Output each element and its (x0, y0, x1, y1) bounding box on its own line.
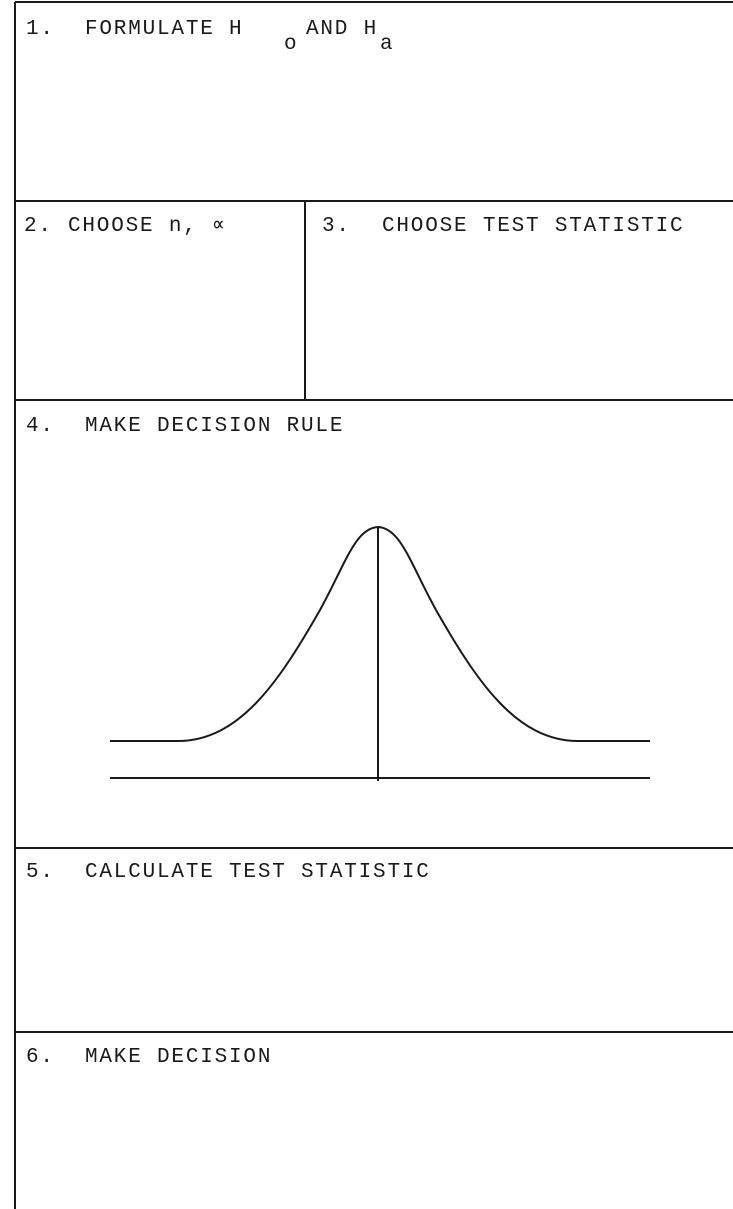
section-number: 5. (26, 861, 55, 884)
section-number: 1. (26, 18, 55, 41)
section-number: 6. (26, 1046, 55, 1069)
section-label: MAKE DECISION RULE (85, 415, 344, 438)
section-label: FORMULATE H (85, 18, 243, 41)
section-label: CHOOSE TEST STATISTIC (382, 215, 684, 238)
section-label: AND H (306, 18, 378, 41)
section-number: 2. (24, 215, 53, 238)
section-label: CALCULATE TEST STATISTIC (85, 861, 431, 884)
subscript: a (380, 33, 394, 56)
section-number: 3. (322, 215, 351, 238)
section-label: CHOOSE n, ∝ (68, 215, 226, 238)
section-label: MAKE DECISION (85, 1046, 272, 1069)
section-number: 4. (26, 415, 55, 438)
subscript: o (284, 33, 298, 56)
